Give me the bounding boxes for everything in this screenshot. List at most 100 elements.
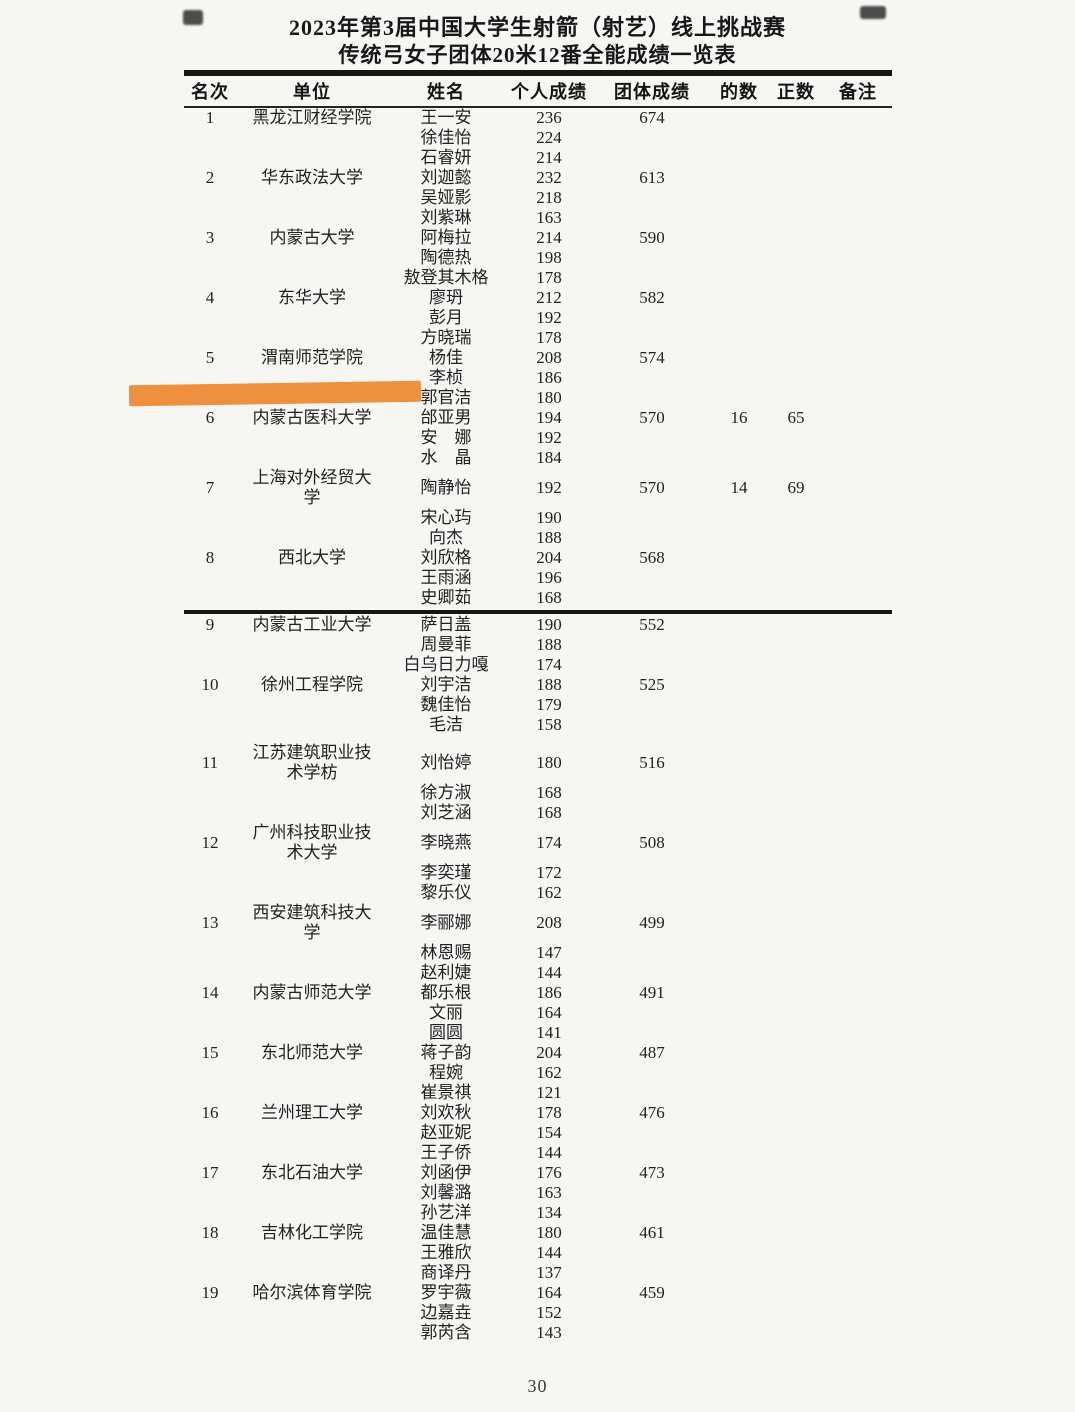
unit-cell: 内蒙古医科大学 bbox=[236, 408, 388, 428]
table-row: 刘芝涵 168 bbox=[184, 803, 892, 823]
rank-cell: 19 bbox=[201, 1283, 219, 1302]
rank-cell: 1 bbox=[205, 108, 215, 127]
member-name: 史卿茹 bbox=[420, 588, 472, 607]
member-name: 廖玬 bbox=[429, 288, 463, 307]
rank-cell: 5 bbox=[205, 348, 215, 367]
table-row: 18 吉林化工学院 温佳慧 180 461 bbox=[184, 1223, 892, 1243]
member-score: 152 bbox=[536, 1303, 562, 1322]
rank-cell: 4 bbox=[205, 288, 215, 307]
member-score: 188 bbox=[536, 635, 562, 654]
member-score: 208 bbox=[536, 913, 562, 932]
table-row: 圆圆 141 bbox=[184, 1023, 892, 1043]
target-count-cell: 16 bbox=[730, 408, 748, 427]
member-score: 168 bbox=[536, 783, 562, 802]
table-row: 边嘉垚 152 bbox=[184, 1303, 892, 1323]
target-count-cell: 14 bbox=[730, 478, 748, 497]
member-name: 萨日盖 bbox=[420, 615, 472, 634]
member-name: 安 娜 bbox=[420, 428, 472, 447]
table-row: 魏佳怡 179 bbox=[184, 695, 892, 715]
team-score-cell: 574 bbox=[639, 348, 665, 367]
member-score: 208 bbox=[536, 348, 562, 367]
table-row: 7 上海对外经贸大学 陶静怡 192 570 14 69 bbox=[184, 468, 892, 508]
member-name: 圆圆 bbox=[429, 1023, 463, 1042]
rank-cell: 15 bbox=[201, 1043, 219, 1062]
member-name: 蒋子韵 bbox=[420, 1043, 472, 1062]
member-score: 147 bbox=[536, 943, 562, 962]
rank-cell: 14 bbox=[201, 983, 219, 1002]
member-name: 边嘉垚 bbox=[420, 1303, 472, 1322]
table-row: 3 内蒙古大学 阿梅拉 214 590 bbox=[184, 228, 892, 248]
rank-cell: 17 bbox=[201, 1163, 219, 1182]
table-row: 郭芮含 143 bbox=[184, 1323, 892, 1343]
member-name: 徐佳怡 bbox=[420, 128, 472, 147]
table-row: 文丽 164 bbox=[184, 1003, 892, 1023]
member-score: 143 bbox=[536, 1323, 562, 1342]
page-number: 30 bbox=[527, 1376, 548, 1396]
header-individual-score: 个人成绩 bbox=[511, 82, 587, 102]
member-name: 阿梅拉 bbox=[420, 228, 472, 247]
team-score-cell: 568 bbox=[639, 548, 665, 567]
table-row: 16 兰州理工大学 刘欢秋 178 476 bbox=[184, 1103, 892, 1123]
member-name: 温佳慧 bbox=[420, 1223, 472, 1242]
member-score: 192 bbox=[536, 478, 562, 497]
team-score-cell: 473 bbox=[639, 1163, 665, 1182]
member-name: 周曼菲 bbox=[420, 635, 472, 654]
header-target-count: 的数 bbox=[720, 82, 758, 102]
team-score-cell: 491 bbox=[639, 983, 665, 1002]
table-row: 林恩赐 147 bbox=[184, 943, 892, 963]
table-row: 2 华东政法大学 刘迦懿 232 613 bbox=[184, 168, 892, 188]
unit-cell: 江苏建筑职业技 术学枋 bbox=[236, 743, 388, 783]
table-row: 刘馨潞 163 bbox=[184, 1183, 892, 1203]
member-score: 164 bbox=[536, 1003, 562, 1022]
member-score: 162 bbox=[536, 1063, 562, 1082]
member-name: 刘迦懿 bbox=[420, 168, 472, 187]
unit-name-line: 东北师范大学 bbox=[261, 1043, 363, 1062]
member-name: 陶德热 bbox=[420, 248, 472, 267]
table-row: 方晓瑞 178 bbox=[184, 328, 892, 348]
team-score-cell: 487 bbox=[639, 1043, 665, 1062]
table-row: 李奕瑾 172 bbox=[184, 863, 892, 883]
table-row: 14 内蒙古师范大学 都乐根 186 491 bbox=[184, 983, 892, 1003]
member-score: 180 bbox=[536, 388, 562, 407]
member-score: 214 bbox=[536, 148, 562, 167]
table-row: 水 晶 184 bbox=[184, 448, 892, 468]
unit-name-line: 渭南师范学院 bbox=[261, 348, 363, 367]
unit-name-line: 西北大学 bbox=[278, 548, 346, 567]
member-name: 刘宇洁 bbox=[420, 675, 472, 694]
team-score-cell: 499 bbox=[639, 913, 665, 932]
member-name: 方晓瑞 bbox=[420, 328, 472, 347]
member-score: 154 bbox=[536, 1123, 562, 1142]
unit-name-line: 内蒙古医科大学 bbox=[252, 408, 372, 427]
member-name: 毛洁 bbox=[429, 715, 463, 734]
rank-cell: 16 bbox=[201, 1103, 219, 1122]
member-score: 192 bbox=[536, 428, 562, 447]
table-row: 敖登其木格 178 bbox=[184, 268, 892, 288]
member-score: 137 bbox=[536, 1263, 562, 1282]
unit-cell: 徐州工程学院 bbox=[236, 675, 388, 695]
member-name: 彭月 bbox=[429, 308, 463, 327]
member-score: 164 bbox=[536, 1283, 562, 1302]
member-name: 王雅欣 bbox=[420, 1243, 472, 1262]
team-score-cell: 552 bbox=[639, 615, 665, 634]
unit-name-line: 东华大学 bbox=[278, 288, 346, 307]
member-name: 陶静怡 bbox=[420, 478, 472, 497]
member-name: 王一安 bbox=[420, 108, 472, 127]
rank-cell: 8 bbox=[205, 548, 215, 567]
member-score: 158 bbox=[536, 715, 562, 734]
member-score: 212 bbox=[536, 288, 562, 307]
team-score-cell: 570 bbox=[639, 408, 665, 427]
table-row: 6 内蒙古医科大学 邰亚男 194 570 16 65 bbox=[184, 408, 892, 428]
member-score: 168 bbox=[536, 803, 562, 822]
member-name: 刘欣格 bbox=[420, 548, 472, 567]
unit-name-line: 吉林化工学院 bbox=[261, 1223, 363, 1242]
rank-cell: 3 bbox=[205, 228, 215, 247]
table-row: 1 黑龙江财经学院 王一安 236 674 bbox=[184, 108, 892, 128]
member-name: 石睿妍 bbox=[420, 148, 472, 167]
header-rank: 名次 bbox=[191, 82, 229, 102]
unit-name-line: 哈尔滨体育学院 bbox=[252, 1283, 372, 1302]
table-row: 陶德热 198 bbox=[184, 248, 892, 268]
table-row: 5 渭南师范学院 杨佳 208 574 bbox=[184, 348, 892, 368]
member-score: 179 bbox=[536, 695, 562, 714]
member-name: 都乐根 bbox=[420, 983, 472, 1002]
member-name: 孙艺洋 bbox=[420, 1203, 472, 1222]
